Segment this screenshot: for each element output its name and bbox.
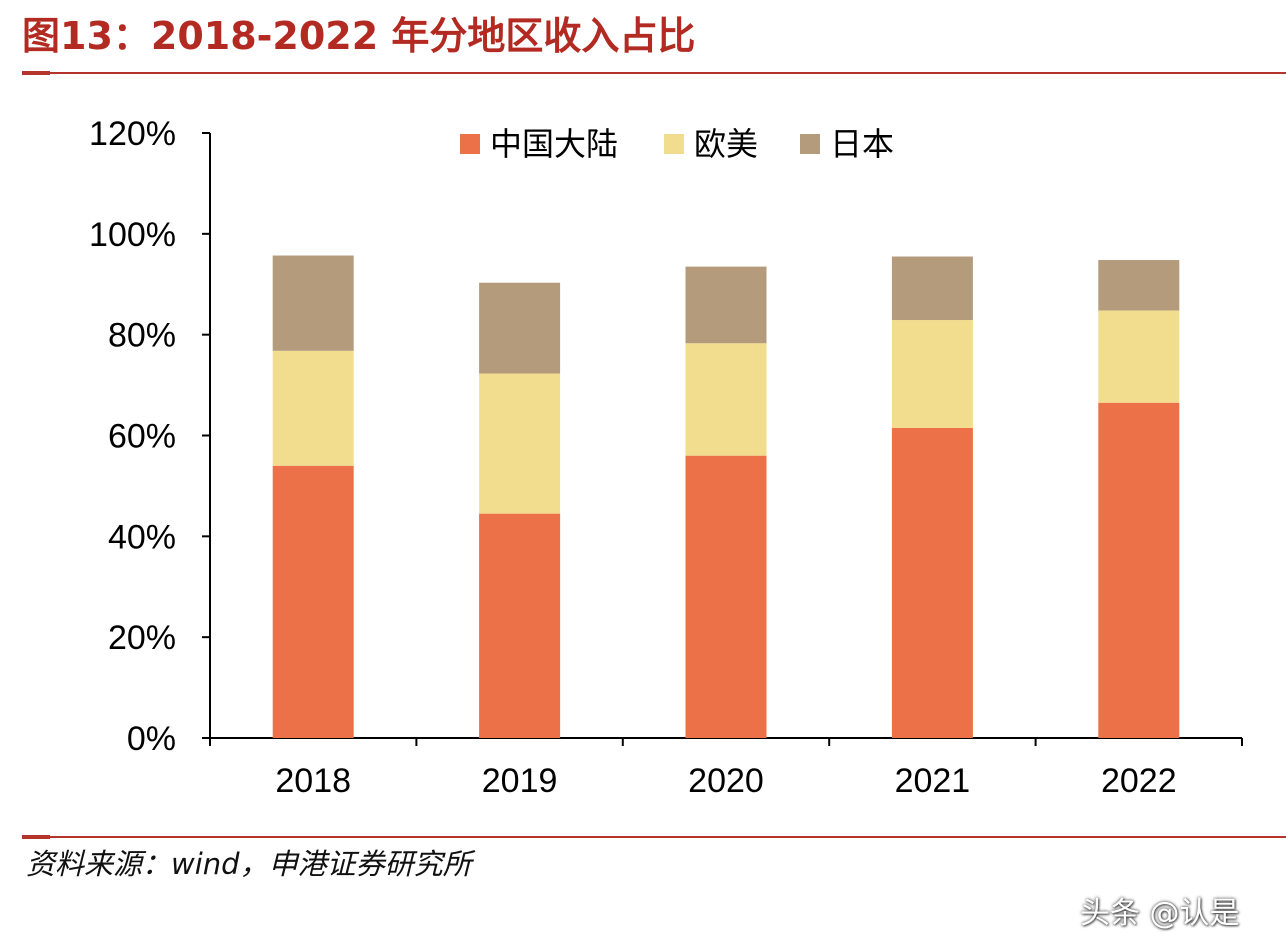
y-tick-label: 80% xyxy=(108,317,176,355)
y-tick-label: 100% xyxy=(89,216,176,254)
x-tick-label: 2018 xyxy=(275,762,351,800)
legend-swatch-欧美 xyxy=(664,134,684,154)
watermark: 头条 @认是 xyxy=(1080,896,1240,931)
legend-swatch-日本 xyxy=(800,134,820,154)
bar-segment-2022-日本 xyxy=(1098,260,1180,311)
bar-segment-2019-欧美 xyxy=(479,373,561,514)
bar-segment-2018-中国大陆 xyxy=(272,465,354,738)
bar-segment-2019-中国大陆 xyxy=(479,513,561,738)
legend-label: 中国大陆 xyxy=(490,126,618,162)
stacked-bar-chart: 0% 20% 40% 60% 80% 100% 120% 2018 2019 2020 2021 20… xyxy=(89,115,1243,800)
x-tick-label: 2019 xyxy=(482,762,558,800)
x-tick-label: 2021 xyxy=(895,762,971,800)
legend-label: 日本 xyxy=(830,126,894,162)
legend-swatch-中国大陆 xyxy=(460,134,480,154)
bar-segment-2021-欧美 xyxy=(891,320,973,428)
bar-segment-2018-日本 xyxy=(272,255,354,351)
bar-segment-2021-日本 xyxy=(891,256,973,321)
source-note: 资料来源：wind，申港证券研究所 xyxy=(26,847,472,881)
chart-title: 图13：2018-2022 年分地区收入占比 xyxy=(22,14,696,58)
y-tick-label: 40% xyxy=(108,518,176,556)
x-tick-label: 2022 xyxy=(1101,762,1177,800)
bar-segment-2018-欧美 xyxy=(272,350,354,466)
bar-segment-2022-欧美 xyxy=(1098,310,1180,403)
bar-segment-2020-欧美 xyxy=(685,343,767,456)
bar-segment-2020-中国大陆 xyxy=(685,455,767,738)
y-tick-label: 120% xyxy=(89,115,176,153)
y-tick-label: 60% xyxy=(108,418,176,456)
bar-segment-2021-中国大陆 xyxy=(891,427,973,738)
legend-label: 欧美 xyxy=(694,126,758,162)
y-tick-label: 20% xyxy=(108,619,176,657)
y-tick-label: 0% xyxy=(127,720,176,758)
bar-segment-2022-中国大陆 xyxy=(1098,402,1180,738)
source-divider xyxy=(22,835,1286,839)
bar-segment-2020-日本 xyxy=(685,266,767,344)
x-tick-label: 2020 xyxy=(688,762,764,800)
bar-segment-2019-日本 xyxy=(479,282,561,374)
title-divider xyxy=(22,71,1286,75)
